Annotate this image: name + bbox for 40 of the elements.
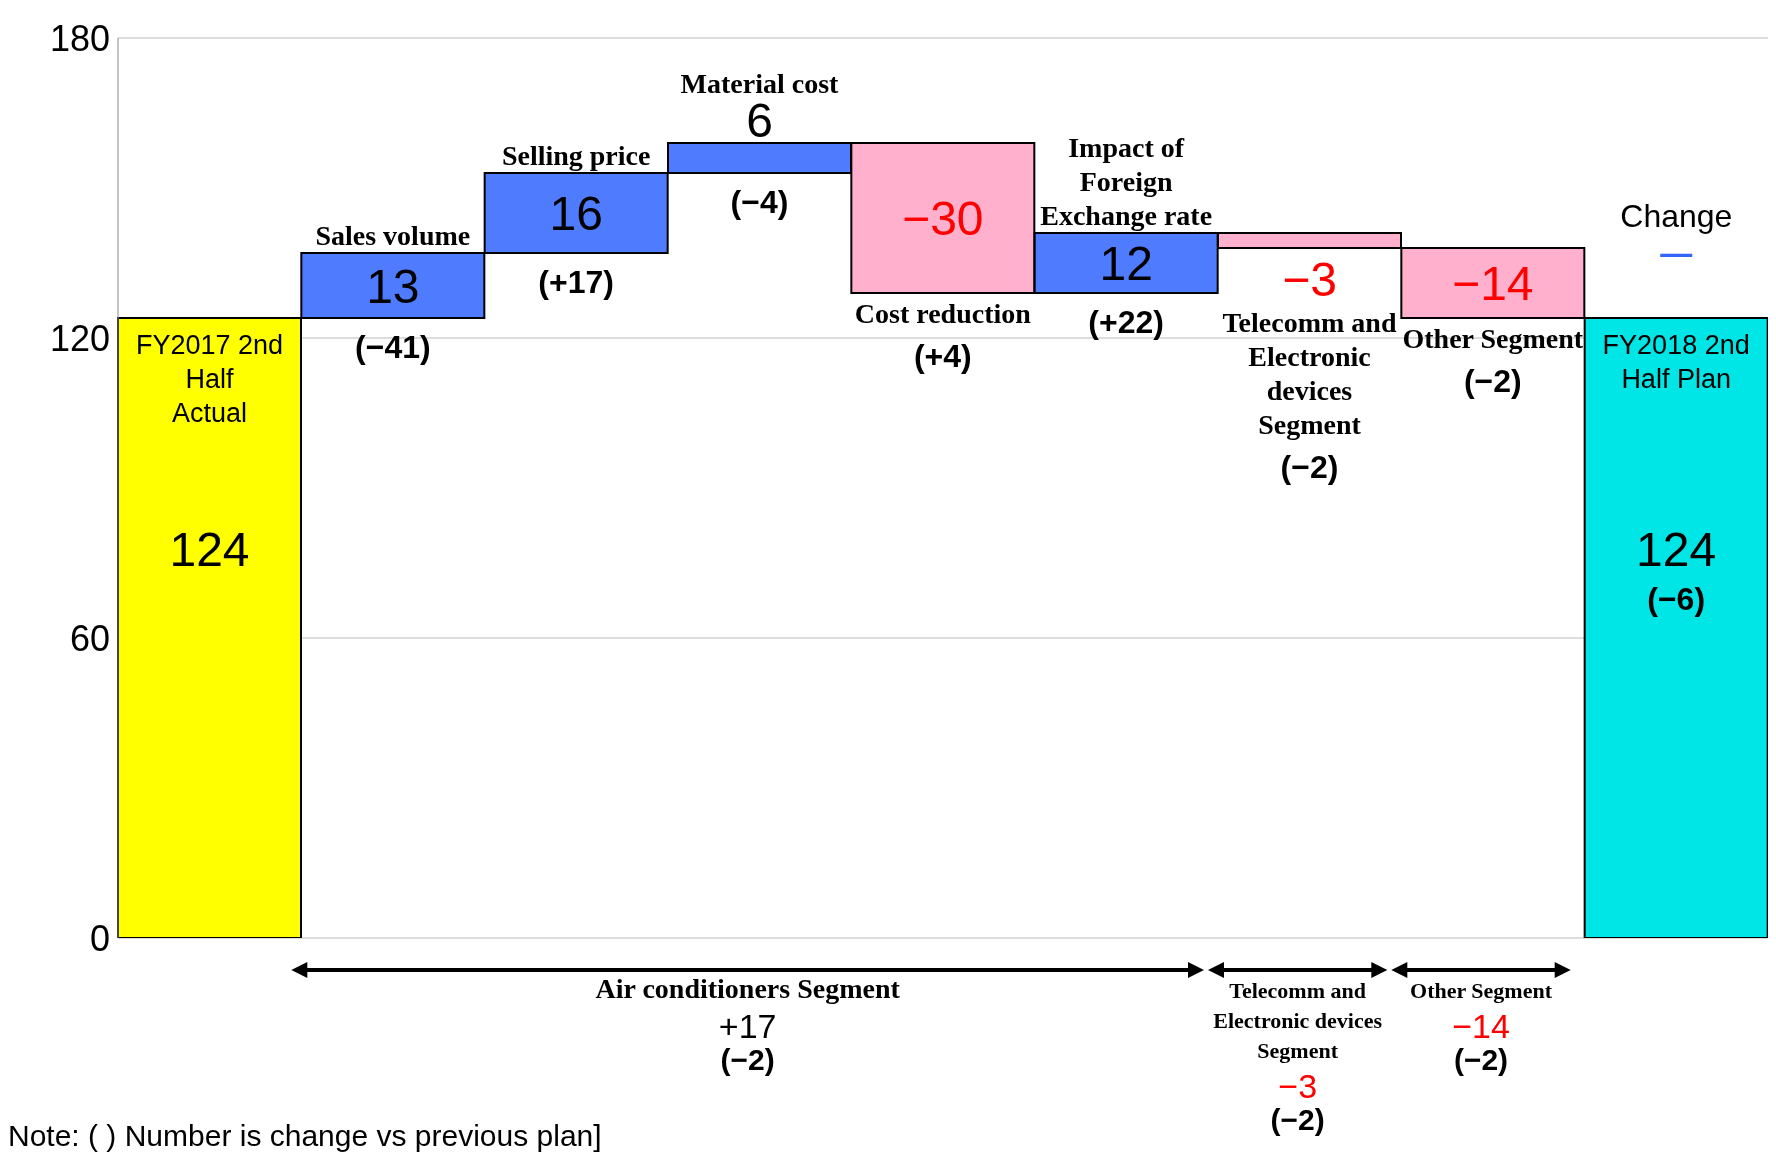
data-label: 16	[549, 187, 603, 240]
annotation: (−4)	[730, 184, 789, 220]
text: (−2)	[720, 1043, 775, 1076]
data-label: −30	[902, 192, 984, 245]
data-label: 124	[1636, 523, 1717, 576]
text: −3	[1278, 1067, 1318, 1105]
data-label: 124	[169, 523, 250, 576]
annotation: (−41)	[355, 329, 431, 365]
annotation: (+17)	[538, 264, 614, 300]
text: Air conditioners Segment	[595, 973, 901, 1004]
data-label: −3	[1282, 253, 1337, 306]
text: Note: ( ) Number is change vs previous plan]	[8, 1119, 602, 1152]
x-tick-label: Impact of Foreign Exchange rate	[1040, 132, 1213, 231]
x-tick-label: FY2018 2nd Half Plan	[1602, 330, 1750, 394]
data-label: −14	[1452, 257, 1534, 310]
text: Other Segment	[1410, 978, 1553, 1003]
text: (−2)	[1453, 1043, 1509, 1076]
x-tick-label: Sales volume	[315, 220, 471, 251]
y-tick-label: 120	[49, 317, 110, 359]
x-tick-label: Telecomm and Electronic devices Segment	[1222, 307, 1397, 440]
annotation: (−6)	[1647, 581, 1706, 617]
y-tick-label: 60	[69, 617, 110, 659]
x-tick-label: Cost reduction	[854, 298, 1032, 329]
annotation: (+4)	[913, 338, 972, 374]
annotation: —	[1659, 235, 1694, 272]
x-tick-label: FY2017 2nd Half Actual	[135, 330, 284, 428]
data-label: 13	[366, 259, 420, 313]
annotation: (+22)	[1088, 304, 1164, 340]
y-tick-label: 0	[89, 917, 110, 959]
annotation: (−2)	[1280, 449, 1339, 485]
x-tick-label: Selling price	[501, 140, 651, 171]
annotation: (−2)	[1463, 363, 1522, 399]
text: −14	[1452, 1007, 1510, 1045]
annotation: Change	[1619, 198, 1734, 235]
y-tick-label: 180	[49, 17, 110, 59]
data-label: 12	[1099, 237, 1153, 290]
x-tick-label: Other Segment	[1402, 323, 1584, 354]
text: Telecomm and Electronic devices Segment	[1213, 978, 1383, 1063]
text: +17	[718, 1007, 777, 1045]
text: (−2)	[1270, 1103, 1325, 1136]
